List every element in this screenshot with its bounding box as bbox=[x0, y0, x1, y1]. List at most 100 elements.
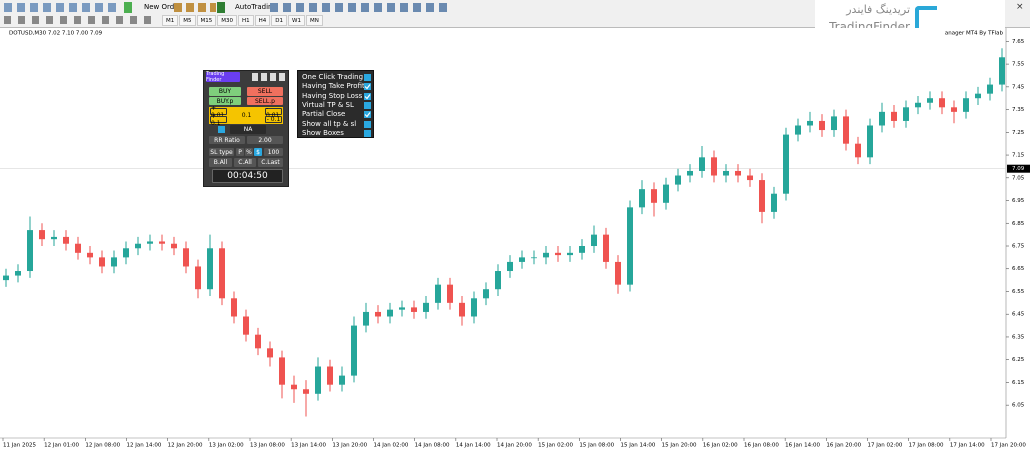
candle-body bbox=[807, 120, 813, 126]
candle-body bbox=[915, 102, 921, 108]
sl-dollar[interactable]: $ bbox=[254, 148, 262, 156]
candle-body bbox=[999, 57, 1005, 85]
lot-input[interactable]: 0.1 bbox=[229, 109, 264, 122]
new-order[interactable]: New Order bbox=[124, 2, 181, 13]
y-tick-label: 6.35 bbox=[1012, 334, 1025, 340]
option-label: Show all tp & sl bbox=[302, 119, 357, 128]
timeframe-button[interactable]: M1 bbox=[162, 15, 179, 26]
candle-body bbox=[147, 241, 153, 244]
x-tick-label: 16 Jan 08:00 bbox=[744, 443, 779, 449]
candle-body bbox=[135, 243, 141, 249]
x-tick-label: 14 Jan 20:00 bbox=[497, 443, 532, 449]
close-buys[interactable]: B.All bbox=[209, 158, 232, 167]
panel-icons[interactable] bbox=[252, 73, 286, 81]
rr-value[interactable]: 2.00 bbox=[247, 136, 283, 144]
timeframe-button[interactable]: M15 bbox=[196, 15, 217, 26]
na-checkbox[interactable] bbox=[218, 126, 225, 133]
x-tick-label: 12 Jan 14:00 bbox=[127, 443, 162, 449]
candle-body bbox=[687, 170, 693, 176]
sl-points[interactable]: P bbox=[236, 148, 244, 156]
chart-title: DOTUSD,M30 7.02 7.10 7.00 7.09 bbox=[9, 31, 103, 37]
option-checkbox[interactable] bbox=[364, 120, 371, 128]
x-tick-label: 15 Jan 08:00 bbox=[579, 443, 614, 449]
candle-body bbox=[423, 302, 429, 312]
candle-body bbox=[903, 107, 909, 121]
option-label: Virtual TP & SL bbox=[302, 100, 354, 109]
option-checkbox[interactable] bbox=[364, 74, 371, 81]
sell-button[interactable]: SELL bbox=[247, 87, 283, 96]
candle-body bbox=[159, 241, 165, 244]
sl-percent[interactable]: % bbox=[245, 148, 253, 156]
candle-body bbox=[879, 111, 885, 126]
lot-plus[interactable]: + 0.1 bbox=[210, 113, 227, 127]
x-tick-label: 11 Jan 2025 bbox=[3, 443, 36, 449]
timeframe-button[interactable]: MN bbox=[305, 15, 323, 26]
close-button[interactable]: × bbox=[1016, 2, 1024, 12]
option-checkbox[interactable] bbox=[364, 129, 371, 137]
option-checkbox[interactable] bbox=[364, 101, 371, 109]
y-tick-label: 7.25 bbox=[1012, 130, 1025, 136]
sell-pending-button[interactable]: SELL.p bbox=[247, 97, 283, 105]
candle-body bbox=[699, 157, 705, 171]
toolbar-icons bbox=[4, 3, 116, 12]
x-tick-label: 14 Jan 08:00 bbox=[415, 443, 450, 449]
candle-body bbox=[471, 298, 477, 317]
option-checkbox[interactable] bbox=[364, 92, 371, 100]
candle-body bbox=[87, 252, 93, 258]
lot-minus-small[interactable]: - 0.01 bbox=[265, 105, 282, 119]
x-tick-label: 15 Jan 02:00 bbox=[538, 443, 573, 449]
candle-body bbox=[63, 236, 69, 244]
lot-minus[interactable]: - 0.1 bbox=[265, 116, 282, 123]
candle-body bbox=[339, 375, 345, 385]
candle-body bbox=[567, 252, 573, 256]
timeframe-button[interactable]: M5 bbox=[179, 15, 196, 26]
toolbar: New Order AutoTrading M1 M5 M15 M30 H1 H4 D1 W1… bbox=[0, 0, 1030, 40]
toolbar-icons bbox=[270, 3, 450, 12]
candle-body bbox=[543, 252, 549, 258]
draw-tools bbox=[4, 16, 154, 24]
auto-trading[interactable]: AutoTrading bbox=[217, 2, 277, 13]
sl-value[interactable]: 100 bbox=[264, 148, 283, 156]
close-all[interactable]: C.All bbox=[234, 158, 256, 167]
candle-body bbox=[951, 107, 957, 112]
price-label: 7.09 bbox=[1012, 166, 1025, 172]
timeframe-button[interactable]: M30 bbox=[217, 15, 237, 26]
sl-type-label: SL type bbox=[209, 148, 234, 156]
panel-logo: Trading Finder bbox=[206, 71, 240, 83]
candle-body bbox=[531, 257, 537, 259]
timeframe-button[interactable]: W1 bbox=[288, 15, 305, 26]
timeframe-button[interactable]: H4 bbox=[254, 15, 271, 26]
x-tick-label: 16 Jan 14:00 bbox=[785, 443, 820, 449]
timer: 00:04:50 bbox=[212, 169, 283, 183]
candle-body bbox=[291, 384, 297, 390]
candle-body bbox=[411, 307, 417, 312]
candle-body bbox=[927, 98, 933, 103]
buy-button[interactable]: BUY bbox=[209, 87, 241, 96]
timeframes: M1 M5 M15 M30 H1 H4 D1 W1 MN bbox=[162, 15, 324, 26]
candle-body bbox=[15, 271, 21, 276]
timeframe-button[interactable]: D1 bbox=[271, 15, 288, 26]
option-checkbox[interactable] bbox=[364, 111, 371, 119]
y-tick-label: 6.95 bbox=[1012, 198, 1025, 204]
y-tick-label: 7.45 bbox=[1012, 84, 1025, 90]
buy-pending-button[interactable]: BUY.p bbox=[209, 97, 241, 105]
candle-body bbox=[99, 257, 105, 267]
y-tick-label: 6.25 bbox=[1012, 357, 1025, 363]
y-tick-label: 6.15 bbox=[1012, 380, 1025, 386]
candle-body bbox=[303, 389, 309, 394]
candle-body bbox=[771, 193, 777, 212]
x-tick-label: 17 Jan 08:00 bbox=[909, 443, 944, 449]
watermark-fa: تریدینگ فایندر bbox=[846, 3, 910, 16]
timeframe-button[interactable]: H1 bbox=[238, 15, 254, 26]
x-tick-label: 16 Jan 02:00 bbox=[703, 443, 738, 449]
toolbar-icons bbox=[174, 3, 216, 12]
x-tick-label: 12 Jan 20:00 bbox=[168, 443, 203, 449]
close-last[interactable]: C.Last bbox=[258, 158, 283, 167]
option-checkbox[interactable] bbox=[364, 83, 371, 91]
option-label: Partial Close bbox=[302, 110, 346, 119]
candle-body bbox=[219, 248, 225, 299]
candle-body bbox=[51, 236, 57, 240]
candle-body bbox=[351, 325, 357, 376]
candle-body bbox=[375, 311, 381, 317]
candle-body bbox=[279, 357, 285, 385]
